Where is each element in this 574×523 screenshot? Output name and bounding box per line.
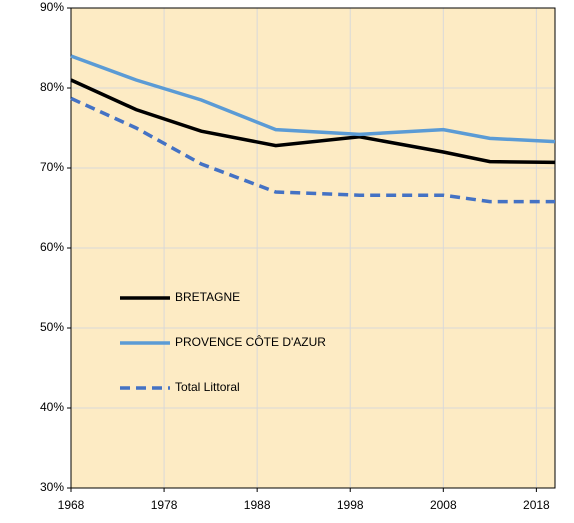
x-tick-label: 1998 <box>337 498 364 512</box>
y-tick-label: 50% <box>40 320 64 334</box>
series-line <box>70 54 556 144</box>
x-tick-label: 1968 <box>58 498 85 512</box>
y-tick-label: 90% <box>40 0 64 14</box>
y-tick-label: 30% <box>40 480 64 494</box>
legend-label: PROVENCE CÔTE D'AZUR <box>175 334 326 349</box>
y-tick-label: 40% <box>40 400 64 414</box>
x-tick-label: 2018 <box>523 498 550 512</box>
x-tick-label: 1988 <box>244 498 271 512</box>
legend-label: Total Littoral <box>175 380 240 394</box>
series-line <box>70 78 556 165</box>
x-tick-label: 2008 <box>430 498 457 512</box>
y-tick-label: 80% <box>40 80 64 94</box>
y-tick-label: 70% <box>40 160 64 174</box>
x-tick-label: 1978 <box>151 498 178 512</box>
plot-border <box>70 7 556 489</box>
y-tick-label: 60% <box>40 240 64 254</box>
series-line <box>70 96 555 204</box>
legend-label: BRETAGNE <box>175 290 240 304</box>
